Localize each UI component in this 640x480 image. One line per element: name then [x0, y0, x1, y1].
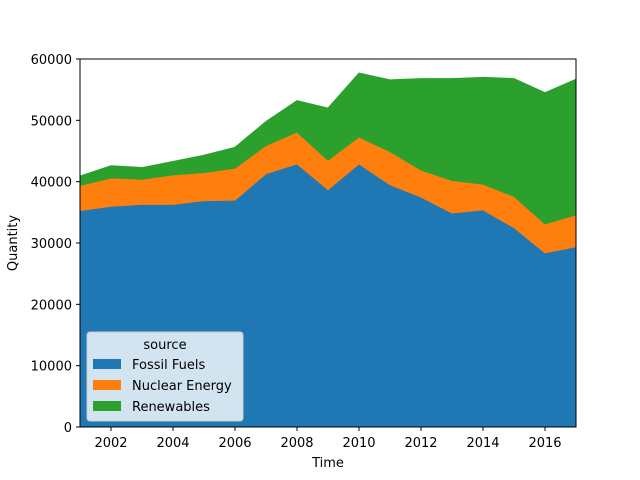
- x-tick-label: 2014: [466, 436, 499, 451]
- legend-items: Fossil Fuels Nuclear Energy Renewables: [93, 358, 232, 415]
- x-tick-label: 2012: [404, 436, 437, 451]
- y-tick-label: 50000: [31, 114, 72, 129]
- y-tick-label: 20000: [31, 298, 72, 313]
- x-tick-label: 2004: [156, 436, 189, 451]
- y-tick-label: 0: [64, 421, 72, 436]
- legend-label-renewables: Renewables: [132, 400, 210, 415]
- x-tick-label: 2002: [94, 436, 127, 451]
- legend-swatch-nuclear-energy: [93, 380, 121, 390]
- x-tick-label: 2016: [528, 436, 561, 451]
- legend-label-nuclear-energy: Nuclear Energy: [132, 379, 232, 394]
- y-tick-label: 60000: [31, 53, 72, 68]
- y-axis: 0 10000 20000 30000 40000 50000 60000: [31, 53, 80, 436]
- x-tick-label: 2010: [342, 436, 375, 451]
- legend-title: source: [143, 338, 186, 353]
- legend-swatch-renewables: [93, 401, 121, 411]
- y-tick-label: 30000: [31, 237, 72, 252]
- y-axis-label: Quantity: [6, 215, 21, 271]
- x-tick-label: 2008: [280, 436, 313, 451]
- legend-label-fossil-fuels: Fossil Fuels: [132, 358, 205, 373]
- x-tick-label: 2006: [218, 436, 251, 451]
- x-axis-label: Time: [311, 456, 344, 471]
- legend-swatch-fossil-fuels: [93, 359, 121, 369]
- y-tick-label: 10000: [31, 360, 72, 375]
- y-tick-label: 40000: [31, 176, 72, 191]
- legend-box: [86, 331, 244, 422]
- x-axis: 2002 2004 2006 2008 2010 2012 2014 2016: [94, 427, 562, 451]
- legend: source Fossil Fuels Nuclear Energy Renewab…: [86, 331, 244, 422]
